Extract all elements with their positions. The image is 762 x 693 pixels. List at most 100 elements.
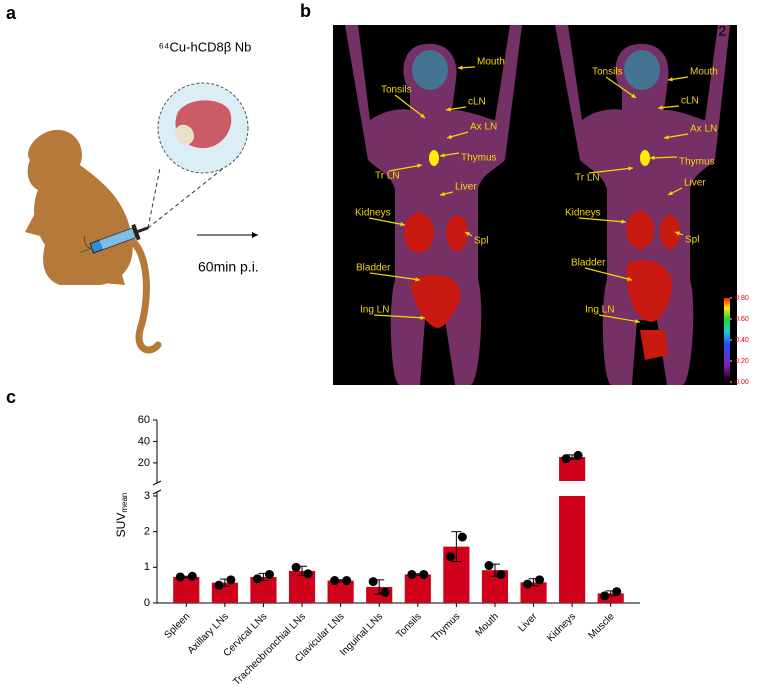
annotation-label: Spl bbox=[474, 236, 488, 247]
annotation-arrow bbox=[388, 164, 423, 172]
data-point bbox=[523, 579, 533, 589]
y-tick-label: 40 bbox=[138, 435, 150, 447]
time-label: 60min p.i. bbox=[198, 259, 259, 275]
data-point bbox=[187, 571, 197, 581]
data-point bbox=[226, 575, 236, 585]
data-point bbox=[573, 450, 583, 460]
annotation-arrow bbox=[373, 314, 426, 319]
panel-label: b bbox=[300, 1, 311, 21]
annotation-label: Bladder bbox=[571, 258, 606, 269]
data-point bbox=[291, 562, 301, 572]
annotation-label: Thymus bbox=[679, 157, 715, 168]
annotation-label: Ax LN bbox=[690, 124, 717, 135]
annotation-label: Liver bbox=[684, 178, 706, 189]
annotation-arrow bbox=[584, 267, 633, 281]
annotation-label: Kidneys bbox=[565, 208, 601, 219]
data-point bbox=[561, 454, 571, 464]
annotation-label: Tonsils bbox=[592, 67, 623, 78]
annotation-arrowhead bbox=[658, 105, 663, 110]
annotation-arrow bbox=[598, 314, 641, 323]
annotation-label: Ax LN bbox=[470, 122, 497, 133]
bar bbox=[559, 496, 586, 603]
annotation-arrow bbox=[394, 94, 426, 119]
annotation-arrowhead bbox=[447, 134, 452, 139]
annotation-label: Mouth bbox=[690, 67, 718, 78]
annotation-arrowhead bbox=[440, 153, 445, 158]
data-point bbox=[252, 574, 262, 584]
annotation-arrowhead bbox=[650, 155, 655, 161]
panel-label: c bbox=[6, 387, 16, 407]
annotation-arrowhead bbox=[621, 219, 626, 224]
annotation-arrowhead bbox=[417, 163, 422, 168]
annotation-arrowhead bbox=[668, 191, 673, 195]
x-tick-label: Liver bbox=[516, 611, 540, 635]
annotation-arrowhead bbox=[631, 93, 636, 98]
annotation-label: Liver bbox=[455, 182, 477, 193]
annotation-label: Ing LN bbox=[360, 305, 389, 316]
annotation-arrowhead bbox=[415, 277, 420, 282]
annotation-arrowhead bbox=[668, 77, 673, 82]
y-axis-label-sub: mean bbox=[120, 493, 129, 513]
annotation-arrowhead bbox=[627, 276, 632, 281]
data-point bbox=[368, 577, 378, 587]
y-axis-label: SUVmean bbox=[114, 493, 129, 538]
y-tick-label: 0 bbox=[144, 597, 150, 609]
colorbar-label: 0.20 bbox=[735, 358, 749, 365]
data-point bbox=[342, 576, 352, 586]
y-tick-label: 1 bbox=[144, 561, 150, 573]
annotation-arrow bbox=[369, 272, 421, 281]
data-point bbox=[380, 587, 390, 597]
annotation-label: Mouth bbox=[477, 57, 505, 68]
annotation-label: Ing LN bbox=[585, 305, 614, 316]
annotation-arrowhead bbox=[664, 135, 669, 140]
bar bbox=[404, 574, 431, 603]
annotation-arrowhead bbox=[400, 222, 405, 227]
data-point bbox=[445, 552, 455, 562]
annotation-label: Kidneys bbox=[355, 208, 391, 219]
data-point bbox=[612, 587, 622, 597]
axis-break bbox=[152, 489, 162, 495]
monkey-illustration bbox=[25, 82, 258, 354]
data-point bbox=[535, 575, 545, 585]
x-tick-label: Mouth bbox=[474, 611, 501, 638]
colorbar-label: 0.60 bbox=[735, 316, 749, 323]
annotation-arrow bbox=[649, 156, 678, 159]
annotation-arrow bbox=[605, 76, 637, 99]
data-point bbox=[496, 569, 506, 579]
x-tick-label: Thymus bbox=[429, 611, 462, 644]
annotation-label: Tr LN bbox=[575, 173, 600, 184]
colorbar-label: 0.00 bbox=[735, 379, 749, 386]
bar bbox=[597, 593, 624, 603]
annotation-arrowhead bbox=[628, 166, 633, 171]
x-tick-label: Kidneys bbox=[545, 611, 578, 644]
probe-label: ⁶⁴Cu-hCD8β Nb bbox=[159, 39, 252, 54]
annotation-arrow bbox=[368, 217, 406, 226]
annotation-label: cLN bbox=[681, 96, 699, 107]
colorbar-label: 0.40 bbox=[735, 337, 749, 344]
data-point bbox=[303, 569, 313, 579]
annotation-arrowhead bbox=[420, 315, 425, 320]
x-tick-label: Tonsils bbox=[394, 611, 423, 640]
image-title: Cynomolgus monkey 2 bbox=[584, 23, 727, 39]
annotation-label: Tonsils bbox=[381, 85, 412, 96]
pet-images bbox=[333, 25, 737, 385]
bar bbox=[173, 576, 200, 603]
data-point bbox=[419, 569, 429, 579]
annotation-arrowhead bbox=[446, 107, 451, 112]
x-tick-label: Spleen bbox=[162, 611, 192, 641]
bar bbox=[327, 580, 354, 603]
annotation-arrowhead bbox=[635, 319, 640, 324]
y-tick-label: 20 bbox=[138, 457, 150, 469]
data-point bbox=[175, 572, 185, 582]
image-title: Cynomolgus monkey 1 bbox=[361, 23, 504, 39]
data-point bbox=[330, 576, 340, 586]
annotation-arrow bbox=[578, 217, 627, 223]
x-tick-label: Muscle bbox=[587, 611, 617, 641]
data-point bbox=[600, 591, 610, 601]
annotation-label: cLN bbox=[468, 97, 486, 108]
data-point bbox=[457, 532, 467, 542]
annotation-arrowhead bbox=[675, 231, 680, 236]
annotation-label: Thymus bbox=[461, 153, 497, 164]
